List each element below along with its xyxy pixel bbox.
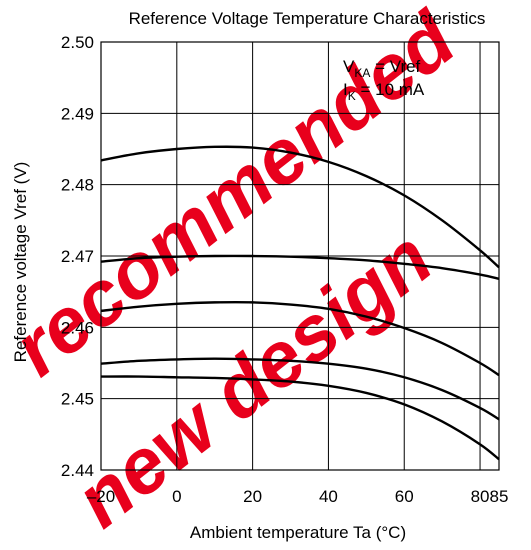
plot-frame: [100, 41, 500, 471]
x-tick-label: –20: [87, 487, 115, 506]
x-tick-label: 80: [471, 487, 490, 506]
x-tick-label: 60: [395, 487, 414, 506]
series-lines: [100, 145, 500, 461]
y-tick-label: 2.49: [61, 104, 94, 123]
x-tick-label: 40: [319, 487, 338, 506]
series-line-2: [100, 254, 500, 280]
series-line-1: [100, 145, 500, 269]
x-tick-label: 0: [172, 487, 181, 506]
y-tick-label: 2.50: [61, 33, 94, 52]
y-axis-label: Reference voltage Vref (V): [11, 162, 30, 363]
series-line-5: [100, 375, 500, 461]
x-axis-label: Ambient temperature Ta (°C): [190, 523, 406, 542]
y-tick-labels: 2.44 2.45 2.46 2.47 2.48 2.49 2.50: [61, 33, 94, 480]
test-conditions: VKA = Vref IK = 10 mA: [343, 57, 425, 103]
x-tick-label: 20: [243, 487, 262, 506]
x-tick-labels: –20 0 20 40 60 80 85: [87, 487, 509, 506]
y-tick-label: 2.47: [61, 247, 94, 266]
series-line-3: [100, 300, 500, 377]
condition-vka: VKA = Vref: [343, 57, 421, 80]
condition-ik: IK = 10 mA: [343, 80, 425, 103]
series-line-4: [100, 357, 500, 421]
chart-title: Reference Voltage Temperature Characteri…: [129, 9, 486, 28]
y-tick-label: 2.48: [61, 176, 94, 195]
x-tick-label: 85: [490, 487, 509, 506]
y-tick-label: 2.44: [61, 461, 94, 480]
y-tick-label: 2.46: [61, 318, 94, 337]
y-tick-label: 2.45: [61, 390, 94, 409]
